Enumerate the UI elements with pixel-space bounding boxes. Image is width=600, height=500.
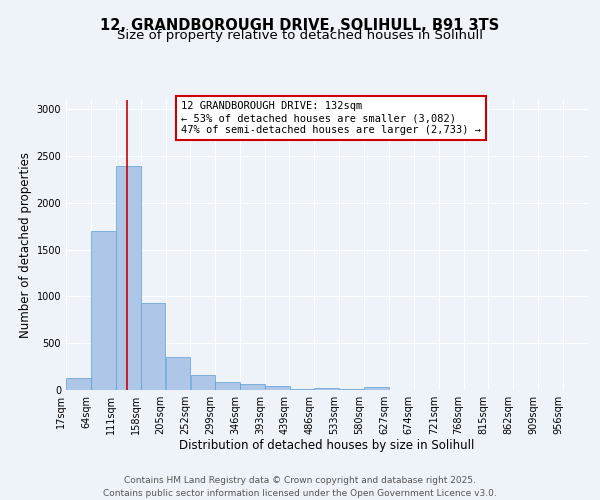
Bar [340, 388, 364, 390]
Text: Contains HM Land Registry data © Crown copyright and database right 2025.
Contai: Contains HM Land Registry data © Crown c… [103, 476, 497, 498]
Bar [364, 387, 389, 390]
Text: 12, GRANDBOROUGH DRIVE, SOLIHULL, B91 3TS: 12, GRANDBOROUGH DRIVE, SOLIHULL, B91 3T… [100, 18, 500, 32]
Bar [215, 382, 240, 390]
Bar [265, 386, 290, 390]
Bar [141, 303, 166, 390]
Bar [241, 384, 265, 390]
Bar [116, 166, 140, 390]
Text: Size of property relative to detached houses in Solihull: Size of property relative to detached ho… [117, 29, 483, 42]
Y-axis label: Number of detached properties: Number of detached properties [19, 152, 32, 338]
Bar [290, 388, 314, 390]
Bar [91, 231, 116, 390]
Text: 12 GRANDBOROUGH DRIVE: 132sqm
← 53% of detached houses are smaller (3,082)
47% o: 12 GRANDBOROUGH DRIVE: 132sqm ← 53% of d… [181, 102, 481, 134]
Bar [166, 358, 190, 390]
Bar [314, 388, 339, 390]
Bar [191, 375, 215, 390]
X-axis label: Distribution of detached houses by size in Solihull: Distribution of detached houses by size … [179, 438, 475, 452]
Bar [66, 378, 91, 390]
